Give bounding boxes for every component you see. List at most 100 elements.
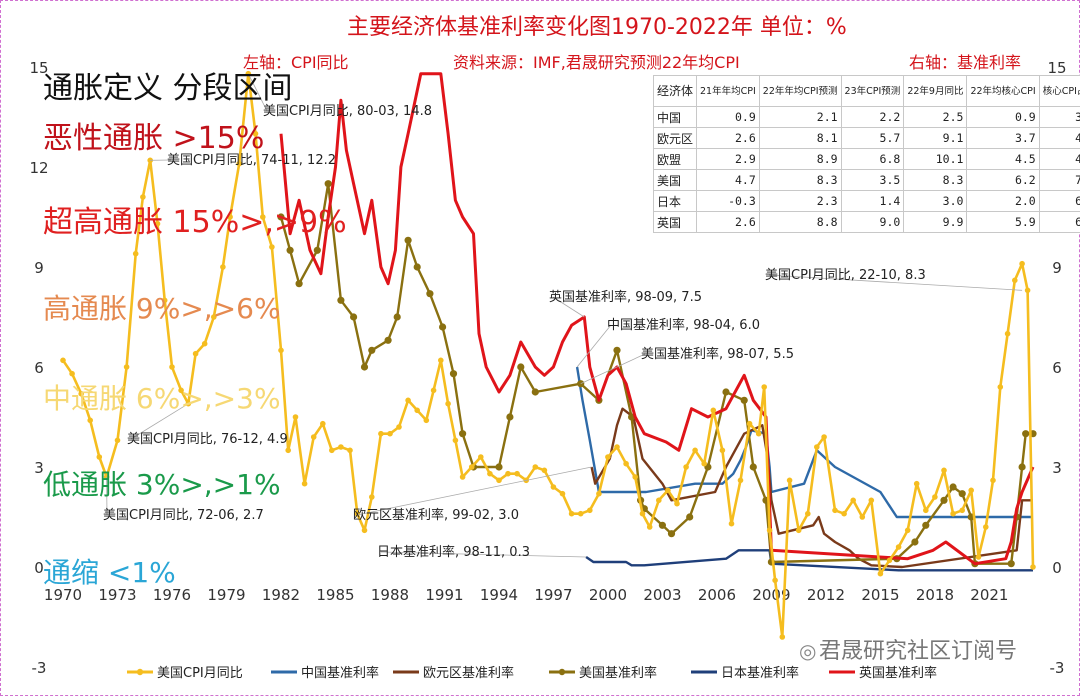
series-point: [656, 498, 662, 504]
series-point: [998, 384, 1004, 390]
series-point: [347, 448, 353, 454]
table-cell: 75%: [1039, 170, 1080, 191]
series-point: [453, 438, 459, 444]
legend-label: 美国基准利率: [579, 665, 657, 681]
series-point: [60, 358, 66, 364]
series-point: [424, 418, 430, 424]
table-cell: 2.0: [967, 191, 1039, 212]
table-cell: 9.0: [841, 212, 904, 233]
series-point: [460, 474, 466, 480]
table-cell: 10.1: [904, 149, 967, 170]
series-point: [711, 408, 717, 414]
table-cell: 2.9: [697, 149, 760, 170]
series-point: [505, 471, 511, 477]
series-point: [269, 244, 275, 250]
series-point: [394, 313, 401, 320]
series-point: [350, 313, 357, 320]
series-point: [1022, 430, 1029, 437]
series-point: [692, 448, 698, 454]
series-point: [1008, 560, 1015, 567]
y-left-tick-label: 6: [34, 359, 44, 377]
series-point: [87, 418, 93, 424]
series-point: [296, 280, 303, 287]
table-cell: 3.5: [841, 170, 904, 191]
table-header-cell: 核心CPI占比: [1039, 76, 1080, 107]
series-point: [805, 511, 811, 517]
series-point: [787, 478, 793, 484]
annotation-label: 日本基准利率, 98-11, 0.3: [377, 544, 530, 560]
table-cell: 8.8: [759, 212, 841, 233]
table-cell: 8.3: [759, 170, 841, 191]
x-tick-label: 2015: [861, 586, 899, 604]
series-point: [478, 454, 484, 460]
x-tick-label: 1979: [207, 586, 245, 604]
series-point: [378, 431, 384, 437]
series-point: [1019, 463, 1026, 470]
series-point: [587, 508, 593, 514]
series-point: [990, 478, 996, 484]
annotation-label: 中国基准利率, 98-04, 6.0: [607, 317, 760, 333]
series-point: [850, 498, 856, 504]
annotation-label: 美国CPI月同比, 22-10, 8.3: [765, 268, 926, 283]
y-left-tick-label: 9: [34, 259, 44, 277]
series-point: [940, 497, 947, 504]
x-tick-label: 2000: [589, 586, 627, 604]
table-header-cell: 22年年均CPI预测: [759, 76, 841, 107]
series-point: [329, 448, 335, 454]
table-cell: 9.9: [904, 212, 967, 233]
series-point: [450, 370, 457, 377]
series-point: [517, 363, 524, 370]
annotation-leader: [577, 325, 611, 367]
series-point: [532, 388, 539, 395]
table-cell: 5.7: [841, 128, 904, 149]
x-tick-label: 1988: [371, 586, 409, 604]
series-point: [914, 481, 920, 487]
series-point: [923, 508, 929, 514]
series-point: [632, 474, 638, 480]
series-point: [738, 478, 744, 484]
x-tick-label: 1994: [480, 586, 518, 604]
x-tick-label: 1997: [534, 586, 572, 604]
y-right-tick-label: 0: [1052, 559, 1062, 577]
subtitle-right-axis: 右轴：基准利率: [909, 49, 1021, 73]
series-point: [496, 478, 502, 484]
series-point: [959, 490, 966, 497]
series-point: [741, 397, 748, 404]
series-point: [722, 388, 729, 395]
series-point: [426, 290, 433, 297]
series-point: [878, 571, 884, 577]
series-point: [445, 401, 451, 407]
series-point: [578, 511, 584, 517]
x-tick-label: 2018: [916, 586, 954, 604]
series-point: [596, 491, 602, 497]
y-right-tick-label: 9: [1052, 259, 1062, 277]
series-point: [761, 384, 767, 390]
series-point: [405, 237, 412, 244]
series-point: [729, 521, 735, 527]
series-point: [325, 180, 332, 187]
series-point: [640, 511, 646, 517]
series-point: [533, 464, 539, 470]
series-point: [821, 434, 827, 440]
series-point: [772, 578, 778, 584]
table-row: 英国2.68.89.09.95.960%: [654, 212, 1080, 233]
table-cell: 2.2: [841, 107, 904, 128]
table-cell: -0.3: [697, 191, 760, 212]
y-right-tick-label: -3: [1050, 659, 1065, 677]
legend-label: 欧元区基准利率: [423, 665, 514, 681]
table-header-cell: 22年均核心CPI: [967, 76, 1039, 107]
x-tick-label: 1985: [316, 586, 354, 604]
series-point: [487, 471, 493, 477]
table-cell: 2.5: [904, 107, 967, 128]
table-cell: 2.1: [759, 107, 841, 128]
table-cell: 8.3: [904, 170, 967, 191]
series-point: [287, 247, 294, 254]
series-point: [115, 438, 121, 444]
regime-label: 中通胀 6%>,>3%: [43, 377, 281, 417]
series-point: [959, 508, 965, 514]
table-cell: 2.6: [697, 128, 760, 149]
series-point: [665, 488, 671, 494]
table-cell: 8.9: [759, 149, 841, 170]
